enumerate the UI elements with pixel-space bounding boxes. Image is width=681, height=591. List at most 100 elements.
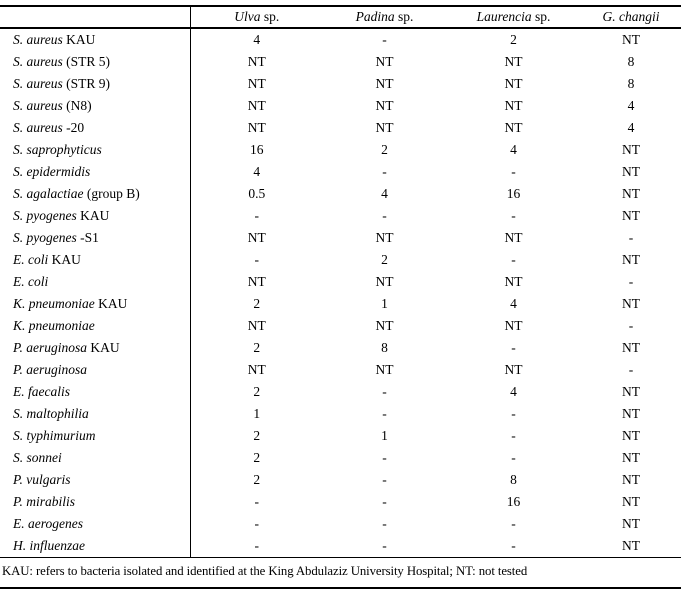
- cell-value-gchangii: 4: [627, 120, 635, 135]
- species-name: P. vulgaris: [13, 472, 71, 487]
- cell-value-gchangii: -: [628, 362, 634, 377]
- cell-value-laurencia: 16: [506, 494, 521, 509]
- cell-value-laurencia: NT: [504, 54, 523, 69]
- cell-value-laurencia: -: [511, 450, 516, 465]
- species-name: E. aerogenes: [13, 516, 83, 531]
- species-name: P. mirabilis: [13, 494, 76, 509]
- row-label: S. agalactiae (group B): [0, 183, 190, 205]
- cell-value-laurencia: NT: [504, 362, 523, 377]
- species-name: P. aeruginosa: [13, 340, 88, 355]
- table-row: S. aureus (STR 9) NT NT NT 8: [0, 73, 681, 95]
- table-row: S. maltophilia 1 - - NT: [0, 403, 681, 425]
- cell-value-laurencia: 8: [510, 472, 517, 487]
- row-label: S. aureus (STR 5): [0, 51, 190, 73]
- species-name: S. aureus: [13, 98, 63, 113]
- species-name: S. sonnei: [13, 450, 62, 465]
- row-label: H. influenzae: [0, 535, 190, 558]
- header-genus: G. changii: [602, 9, 660, 24]
- table-body: S. aureus KAU 4 - 2 NT S. aureus (STR 5)…: [0, 28, 681, 558]
- strain-suffix: KAU: [87, 340, 120, 355]
- row-label: K. pneumoniae: [0, 315, 190, 337]
- species-name: P. aeruginosa: [13, 362, 88, 377]
- cell-value-laurencia: -: [511, 538, 516, 553]
- row-label: S. pyogenes KAU: [0, 205, 190, 227]
- cell-value-gchangii: NT: [622, 494, 640, 509]
- cell-value-padina: -: [382, 494, 387, 509]
- cell-value-laurencia: 4: [510, 142, 517, 157]
- cell-value-gchangii: NT: [622, 142, 640, 157]
- cell-value-laurencia: NT: [504, 98, 523, 113]
- cell-value-gchangii: NT: [622, 252, 640, 267]
- cell-value-padina: 1: [381, 296, 388, 311]
- table-row: P. mirabilis - - 16 NT: [0, 491, 681, 513]
- cell-value-gchangii: -: [628, 274, 634, 289]
- species-name: S. aureus: [13, 120, 63, 135]
- table-row: K. pneumoniae NT NT NT -: [0, 315, 681, 337]
- strain-suffix: (group B): [83, 186, 140, 201]
- table-row: S. saprophyticus 16 2 4 NT: [0, 139, 681, 161]
- table-row: E. faecalis 2 - 4 NT: [0, 381, 681, 403]
- cell-value-ulva: 2: [189, 337, 323, 359]
- cell-value-laurencia: NT: [504, 274, 523, 289]
- header-suffix: sp.: [260, 9, 280, 24]
- table-header: Ulva sp. Padina sp. Laurencia sp. G. cha…: [0, 6, 681, 28]
- cell-value-padina: NT: [375, 54, 394, 69]
- species-name: S. agalactiae: [13, 186, 84, 201]
- row-label: P. mirabilis: [0, 491, 190, 513]
- species-name: K. pneumoniae: [13, 318, 95, 333]
- cell-value-laurencia: 16: [506, 186, 521, 201]
- species-name: S. pyogenes: [13, 230, 77, 245]
- cell-value-padina: NT: [375, 76, 394, 91]
- cell-value-laurencia: -: [511, 164, 516, 179]
- cell-value-gchangii: -: [628, 318, 634, 333]
- cell-value-laurencia: NT: [504, 76, 523, 91]
- species-name: E. coli: [13, 252, 49, 267]
- row-label: S. pyogenes -S1: [0, 227, 190, 249]
- table-row: S. pyogenes KAU - - - NT: [0, 205, 681, 227]
- cell-value-gchangii: -: [628, 230, 634, 245]
- table-row: S. aureus -20 NT NT NT 4: [0, 117, 681, 139]
- bottom-rule: [0, 587, 681, 589]
- mic-results-table: Ulva sp. Padina sp. Laurencia sp. G. cha…: [0, 5, 681, 558]
- cell-value-gchangii: NT: [622, 538, 640, 553]
- cell-value-gchangii: NT: [622, 516, 640, 531]
- header-cell-empty: [0, 6, 190, 28]
- cell-value-padina: NT: [375, 362, 394, 377]
- cell-value-padina: -: [382, 516, 387, 531]
- cell-value-ulva: NT: [189, 95, 323, 117]
- header-cell-gchangii: G. changii: [581, 6, 681, 28]
- cell-value-padina: -: [382, 538, 387, 553]
- cell-value-padina: NT: [375, 230, 394, 245]
- cell-value-padina: -: [382, 384, 387, 399]
- row-label: S. epidermidis: [0, 161, 190, 183]
- cell-value-gchangii: NT: [622, 472, 640, 487]
- cell-value-gchangii: NT: [622, 384, 640, 399]
- cell-value-ulva: NT: [189, 51, 323, 73]
- species-name: E. faecalis: [13, 384, 70, 399]
- cell-value-laurencia: NT: [504, 120, 523, 135]
- cell-value-gchangii: 8: [627, 76, 635, 91]
- cell-value-ulva: -: [189, 205, 323, 227]
- cell-value-ulva: 16: [189, 139, 323, 161]
- cell-value-laurencia: 4: [510, 384, 517, 399]
- cell-value-laurencia: -: [511, 252, 516, 267]
- cell-value-padina: -: [382, 208, 387, 223]
- cell-value-laurencia: NT: [504, 318, 523, 333]
- species-name: S. epidermidis: [13, 164, 91, 179]
- row-label: S. typhimurium: [0, 425, 190, 447]
- cell-value-padina: NT: [375, 318, 394, 333]
- cell-value-gchangii: NT: [622, 186, 640, 201]
- cell-value-padina: 2: [381, 142, 388, 157]
- cell-value-laurencia: NT: [504, 230, 523, 245]
- cell-value-laurencia: -: [511, 428, 516, 443]
- table-row: S. agalactiae (group B) 0.5 4 16 NT: [0, 183, 681, 205]
- cell-value-ulva: 2: [189, 469, 323, 491]
- cell-value-padina: -: [382, 472, 387, 487]
- strain-suffix: KAU: [48, 252, 81, 267]
- row-label: K. pneumoniae KAU: [0, 293, 190, 315]
- cell-value-gchangii: NT: [622, 406, 640, 421]
- species-name: E. coli: [13, 274, 49, 289]
- header-genus: Laurencia: [476, 9, 532, 24]
- row-label: E. coli: [0, 271, 190, 293]
- row-label: S. sonnei: [0, 447, 190, 469]
